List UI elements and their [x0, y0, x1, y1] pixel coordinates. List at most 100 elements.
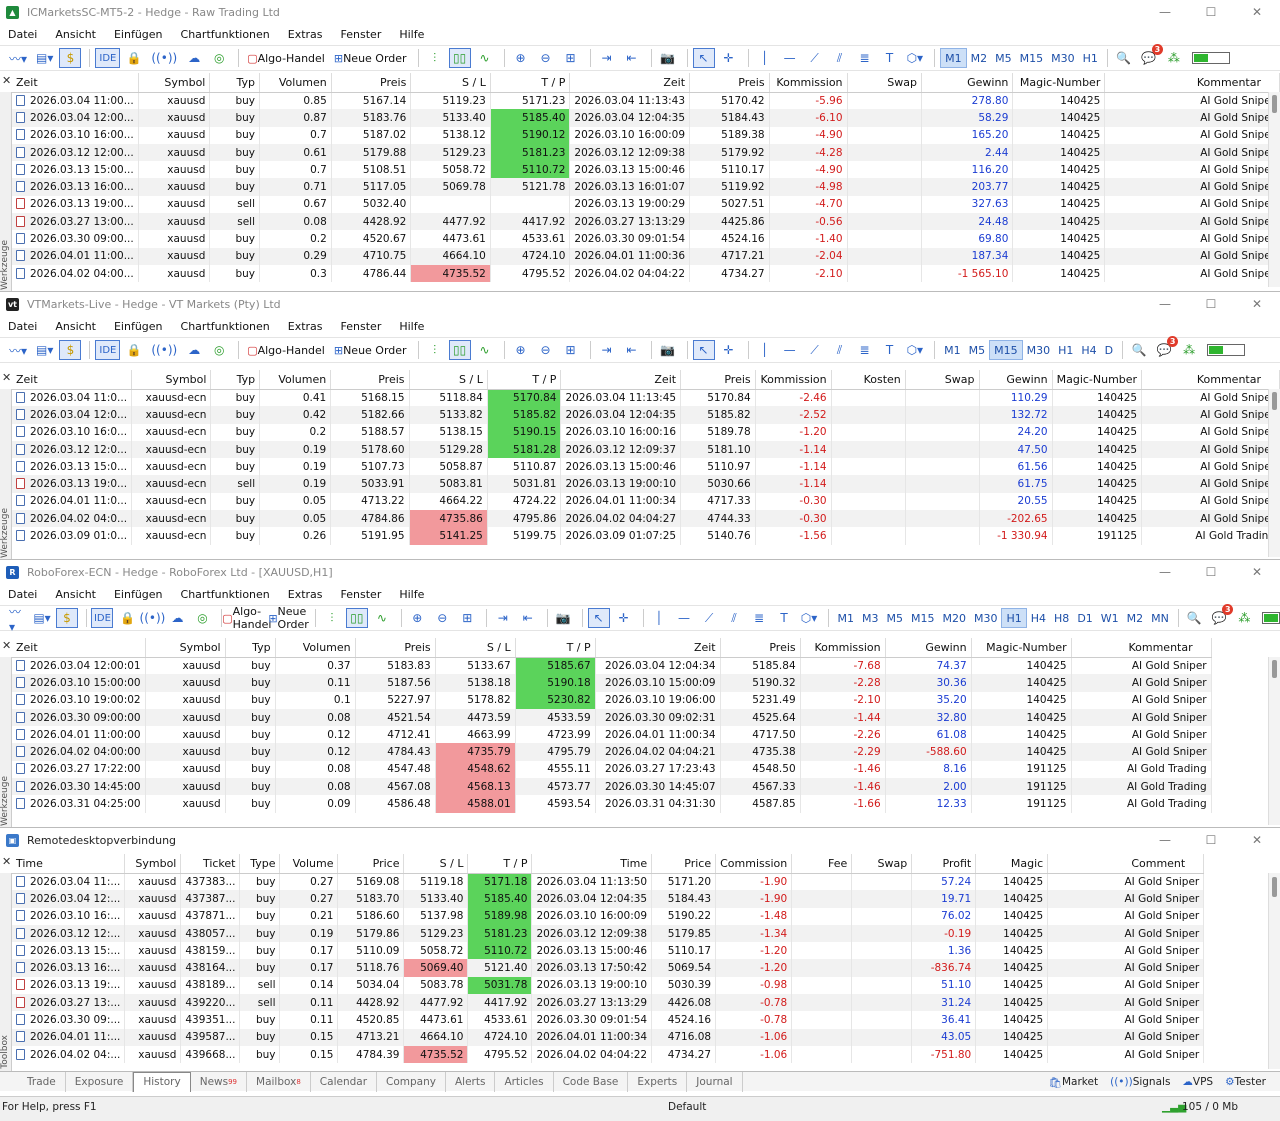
column-header[interactable]: Preis [330, 370, 410, 390]
tab-mailbox[interactable]: Mailbox 8 [247, 1071, 311, 1092]
vertical-scrollbar[interactable] [1268, 657, 1280, 825]
close-panel-icon[interactable]: ✕ [2, 639, 12, 652]
timeframe-m30[interactable]: M30 [1051, 51, 1075, 65]
table-row[interactable]: 2026.04.02 04:00... xauusd buy 0.3 4786.44 47… [12, 264, 1280, 283]
column-header[interactable]: Gewinn [921, 73, 1014, 93]
screenshot-icon[interactable]: 📷 [660, 343, 676, 357]
zoom-in-icon[interactable]: ⊕ [412, 611, 423, 625]
menu-item-1[interactable]: Ansicht [55, 319, 96, 333]
algo-trading-button[interactable]: ▢ Algo-Handel [244, 340, 328, 360]
timeframe-m2[interactable]: M2 [1126, 611, 1144, 625]
zoom-out-icon[interactable]: ⊖ [540, 343, 551, 357]
autoscroll-icon[interactable]: ⇥ [601, 51, 612, 65]
shapes-icon[interactable]: ⬡▾ [906, 343, 924, 357]
text-icon[interactable]: T [780, 611, 788, 625]
zoom-out-icon[interactable]: ⊖ [437, 611, 448, 625]
minimize-icon[interactable]: — [1159, 5, 1171, 19]
menu-item-3[interactable]: Chartfunktionen [180, 587, 270, 601]
table-row[interactable]: 2026.03.04 11:0... xauusd-ecn buy 0.41 5168.… [12, 389, 1280, 407]
cloud-icon[interactable]: ☁ [171, 611, 184, 625]
tab-vps[interactable]: ☁ VPS [1176, 1072, 1219, 1092]
fibonacci-icon[interactable]: ≣ [859, 343, 870, 357]
menu-item-2[interactable]: Einfügen [113, 319, 163, 333]
vertical-line-icon[interactable]: │ [760, 51, 769, 65]
table-row[interactable]: 2026.04.02 04:0... xauusd-ecn buy 0.05 4784.… [12, 510, 1280, 528]
timeframe-m2[interactable]: M2 [970, 51, 988, 65]
column-header[interactable]: Comment [1047, 854, 1205, 874]
table-row[interactable]: 2026.03.27 13:... xauusd 439220... sell 0.11… [12, 994, 1205, 1012]
timeframe-m3[interactable]: M3 [861, 611, 879, 625]
timeframe-m5[interactable]: M5 [886, 611, 903, 625]
minimize-icon[interactable]: — [1159, 565, 1171, 579]
minimize-icon[interactable]: — [1159, 833, 1171, 847]
close-panel-icon[interactable]: ✕ [2, 371, 12, 384]
column-header[interactable]: Swap [905, 370, 980, 390]
column-header[interactable]: Zeit [560, 370, 682, 390]
table-row[interactable]: 2026.04.02 04:... xauusd 439668... buy 0.15 4… [12, 1045, 1205, 1064]
column-header[interactable]: Price [651, 854, 717, 874]
column-header[interactable]: Magic-Number [1012, 73, 1106, 93]
timeframe-m1[interactable]: M1 [940, 48, 967, 68]
table-row[interactable]: 2026.03.04 12:... xauusd 437387... buy 0.27 5… [12, 890, 1205, 908]
column-header[interactable]: Volumen [259, 370, 332, 390]
coin-icon[interactable]: $ [59, 48, 82, 68]
column-header[interactable]: Symbol [124, 854, 182, 874]
vertical-scrollbar[interactable] [1268, 389, 1280, 557]
column-header[interactable]: Gewinn [885, 638, 972, 658]
screenshot-icon[interactable]: 📷 [660, 51, 676, 65]
column-header[interactable]: Symbol [145, 638, 226, 658]
tab-signals[interactable]: ((•)) Signals [1104, 1072, 1176, 1092]
ide-button[interactable]: IDE [95, 48, 121, 68]
templates-icon[interactable]: ▤▾ [33, 611, 51, 625]
column-header[interactable]: T / P [487, 370, 562, 390]
vps-icon[interactable]: ◎ [213, 343, 225, 357]
timeframe-h4[interactable]: H4 [1081, 343, 1097, 357]
wallet-icon[interactable]: 🔒 [119, 611, 135, 625]
column-header[interactable]: Profit [911, 854, 977, 874]
menu-item-4[interactable]: Extras [287, 587, 323, 601]
column-header[interactable]: Kommission [769, 73, 848, 93]
horizontal-line-icon[interactable]: — [783, 343, 796, 357]
maximize-icon[interactable]: ☐ [1205, 5, 1217, 19]
menu-item-2[interactable]: Einfügen [113, 27, 163, 41]
column-header[interactable]: Swap [847, 73, 922, 93]
column-header[interactable]: T / P [515, 638, 596, 658]
screenshot-icon[interactable]: 📷 [555, 611, 571, 625]
column-header[interactable]: Time [531, 854, 653, 874]
menu-item-6[interactable]: Hilfe [399, 319, 425, 333]
column-header[interactable]: Price [337, 854, 405, 874]
table-row[interactable]: 2026.03.13 15:00... xauusd buy 0.7 5108.51 50… [12, 161, 1280, 179]
close-icon[interactable]: ✕ [1251, 5, 1263, 19]
tab-calendar[interactable]: Calendar [311, 1071, 378, 1092]
timeframe-m30[interactable]: M30 [1026, 343, 1051, 357]
channel-icon[interactable]: ⫽ [836, 342, 843, 357]
table-row[interactable]: 2026.04.01 11:00... xauusd buy 0.29 4710.75 4… [12, 247, 1280, 265]
maximize-icon[interactable]: ☐ [1205, 565, 1217, 579]
column-header[interactable]: Zeit [12, 638, 146, 658]
column-header[interactable]: Magic-Number [1052, 370, 1143, 390]
new-order-button[interactable]: ⊞ Neue Order [331, 340, 410, 360]
line-chart-icon[interactable]: ∿ [376, 611, 387, 625]
menu-item-2[interactable]: Einfügen [113, 587, 163, 601]
zoom-out-icon[interactable]: ⊖ [540, 51, 551, 65]
timeframe-m1[interactable]: M1 [944, 343, 961, 357]
timeframe-h4[interactable]: H4 [1030, 611, 1047, 625]
close-panel-icon[interactable]: ✕ [2, 74, 12, 87]
table-row[interactable]: 2026.03.10 16:... xauusd 437871... buy 0.21 5… [12, 907, 1205, 925]
column-header[interactable]: S / L [409, 370, 488, 390]
tab-history[interactable]: History [133, 1071, 191, 1092]
close-panel-icon[interactable]: ✕ [2, 855, 12, 868]
table-row[interactable]: 2026.03.04 12:0... xauusd-ecn buy 0.42 5182.… [12, 406, 1280, 424]
crosshair-icon[interactable]: ✛ [618, 611, 629, 625]
maximize-icon[interactable]: ☐ [1205, 833, 1217, 847]
column-header[interactable]: Volumen [259, 73, 332, 93]
chart-type-icon[interactable]: 〰▾ [9, 51, 28, 66]
minimize-icon[interactable]: — [1159, 297, 1171, 311]
tab-exposure[interactable]: Exposure [66, 1071, 134, 1092]
tab-trade[interactable]: Trade [18, 1071, 66, 1092]
signal-icon[interactable]: ((•)) [139, 611, 166, 625]
bar-chart-icon[interactable]: ⫶ [433, 50, 437, 65]
shapes-icon[interactable]: ⬡▾ [906, 51, 924, 65]
table-row[interactable]: 2026.03.13 19:0... xauusd-ecn sell 0.19 5033… [12, 475, 1280, 493]
timeframe-h1[interactable]: H1 [1082, 51, 1098, 65]
